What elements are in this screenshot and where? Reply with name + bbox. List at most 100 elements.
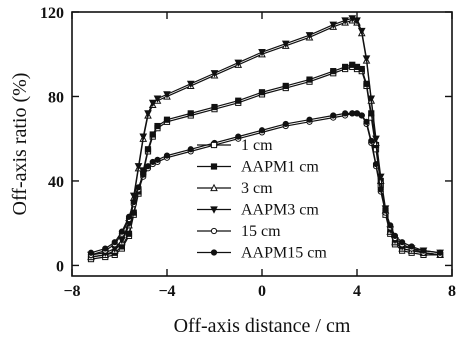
legend-marker (210, 249, 218, 256)
x-tick-label: 0 (258, 283, 266, 300)
legend-marker (210, 141, 218, 149)
x-tick-label: 4 (353, 283, 361, 300)
data-point (348, 15, 357, 23)
data-point (144, 110, 152, 118)
data-point (330, 112, 337, 119)
data-point (211, 103, 218, 111)
data-point (368, 110, 375, 117)
data-point (372, 135, 380, 144)
x-axis-title: Off-axis distance / cm (174, 315, 351, 337)
data-point (358, 112, 365, 119)
data-point (140, 171, 147, 178)
data-point (367, 95, 376, 103)
legend-item: AAPM15 cm (197, 245, 327, 262)
data-point (111, 239, 118, 246)
data-point (342, 63, 349, 71)
data-point (329, 21, 338, 29)
data-point (342, 110, 349, 117)
data-point (391, 232, 399, 239)
data-point (148, 99, 157, 108)
data-point (420, 247, 427, 254)
data-point (118, 228, 125, 235)
legend-marker (210, 183, 218, 192)
legend-item: AAPM3 cm (197, 202, 319, 219)
legend-marker (210, 206, 218, 214)
data-point (353, 17, 361, 25)
legend-marker (210, 227, 218, 235)
data-point (144, 146, 152, 153)
data-point (154, 156, 161, 163)
data-point (163, 91, 171, 99)
data-point (163, 116, 171, 123)
data-point (305, 32, 314, 40)
data-point (282, 82, 289, 90)
legend-label: AAPM15 cm (241, 245, 327, 262)
data-point (187, 146, 194, 153)
data-point (130, 198, 137, 206)
data-point (362, 55, 371, 63)
data-point (376, 173, 385, 182)
legend-label: AAPM1 cm (241, 159, 319, 176)
data-point (186, 80, 195, 89)
data-point (387, 222, 394, 229)
y-tick-label: 0 (56, 258, 64, 275)
data-point (399, 239, 406, 246)
data-point (358, 65, 365, 73)
data-point (125, 213, 133, 220)
x-axis-ticks: −8 −4 0 4 8 (63, 12, 456, 300)
series-line (90, 112, 441, 254)
data-point (153, 95, 162, 103)
data-point (258, 127, 266, 134)
series-line (90, 112, 441, 256)
data-point (235, 97, 242, 104)
y-tick-label: 80 (48, 89, 64, 106)
legend-label: 15 cm (241, 223, 281, 240)
series-6 (87, 110, 444, 256)
data-point (135, 184, 142, 191)
data-point (125, 230, 133, 237)
data-point (87, 249, 95, 256)
data-point (330, 68, 337, 75)
data-point (282, 120, 289, 128)
legend-item: 3 cm (197, 180, 273, 197)
data-point (372, 160, 380, 168)
data-point (234, 59, 243, 67)
x-tick-label: −8 (63, 283, 80, 300)
x-tick-label: 8 (448, 283, 456, 300)
data-point (377, 186, 384, 193)
data-point (281, 40, 290, 48)
data-point (258, 49, 266, 57)
data-point (357, 27, 366, 36)
data-point (210, 70, 219, 78)
data-point (235, 133, 242, 140)
legend-label: 3 cm (241, 180, 273, 197)
data-point (437, 249, 444, 256)
data-point (408, 243, 415, 250)
legend-label: 1 cm (241, 137, 273, 154)
data-point (258, 89, 266, 96)
data-point (144, 163, 152, 170)
data-point (363, 80, 370, 87)
y-tick-label: 40 (48, 174, 64, 191)
data-point (149, 131, 156, 138)
data-point (306, 76, 313, 83)
y-axis-ticks: 0 40 80 120 (40, 5, 452, 275)
legend-marker (210, 163, 218, 170)
legend-item: AAPM1 cm (197, 159, 319, 176)
y-tick-label: 120 (40, 5, 64, 22)
x-tick-label: −4 (158, 283, 175, 300)
series-layer (87, 15, 444, 263)
data-point (306, 116, 313, 123)
y-axis-title: Off-axis ratio (%) (9, 73, 31, 216)
data-point (341, 17, 349, 25)
data-point (118, 236, 126, 245)
data-point (187, 110, 194, 117)
legend-item: 15 cm (197, 223, 281, 240)
data-point (368, 137, 375, 144)
data-point (363, 118, 370, 125)
data-point (102, 245, 109, 252)
data-point (134, 163, 143, 171)
legend: 1 cm AAPM1 cm 3 cm AAPM3 cm 15 cm AAPM15 cm (197, 137, 327, 262)
data-point (163, 152, 171, 159)
